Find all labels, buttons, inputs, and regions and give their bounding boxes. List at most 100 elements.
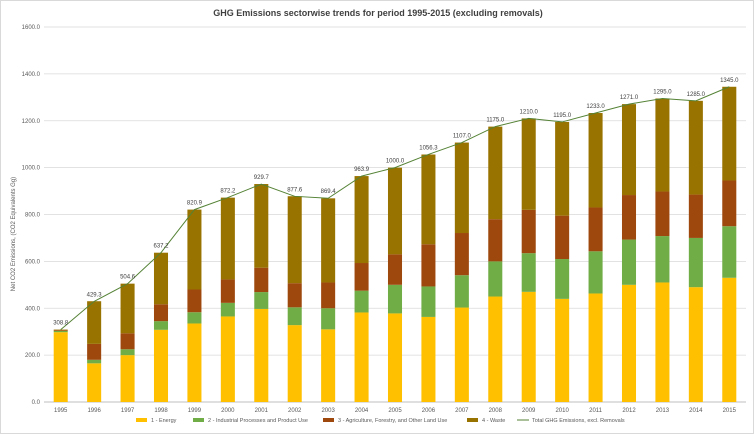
- bar-segment-4-1995: [53, 329, 68, 331]
- bar-segment-4-1997: [120, 283, 135, 334]
- total-data-label: 637.2: [153, 244, 169, 250]
- bar-segment-2-2000: [220, 302, 235, 317]
- bar-segment-1-2005: [387, 313, 403, 402]
- bar-segment-3-1995: [53, 330, 68, 331]
- total-data-label: 820.9: [187, 201, 203, 207]
- bar-segment-2-2010: [555, 259, 570, 299]
- legend-label: 4 - Waste: [482, 418, 505, 424]
- total-data-label: 308.8: [53, 321, 69, 327]
- bar-segment-1-2004: [354, 312, 369, 402]
- bar-segment-3-2001: [254, 267, 269, 293]
- total-data-label: 1056.3: [419, 145, 438, 151]
- x-tick-label: 2006: [422, 408, 436, 414]
- bar-segment-4-2013: [655, 98, 670, 192]
- bar-segment-2-1997: [120, 349, 135, 356]
- bar-segment-3-2009: [521, 209, 536, 254]
- total-data-label: 872.2: [220, 189, 236, 195]
- bar-segment-1-1997: [120, 355, 135, 402]
- bar-segment-1-2010: [555, 298, 570, 402]
- bar-segment-2-1998: [153, 321, 169, 330]
- x-tick-label: 2014: [689, 408, 703, 414]
- bar-segment-4-2005: [387, 167, 403, 255]
- bar-segment-3-2002: [287, 283, 302, 308]
- bar-segment-1-2009: [521, 291, 536, 402]
- y-tick-label: 400.0: [25, 306, 41, 312]
- bar-segment-2-2011: [588, 251, 603, 294]
- bar-segment-2-2012: [621, 239, 637, 285]
- x-tick-label: 2013: [656, 408, 670, 414]
- x-tick-label: 2008: [489, 408, 503, 414]
- bar-segment-1-1996: [87, 363, 102, 402]
- total-data-label: 429.3: [87, 292, 103, 298]
- y-axis-ticks: 0.0 200.0 400.0 600.0 800.0 1000.0 1200.0 1400.…: [22, 25, 41, 406]
- total-data-label: 1233.0: [586, 104, 605, 110]
- bar-segment-1-1995: [53, 332, 68, 402]
- bar-segment-2-2002: [287, 307, 302, 326]
- total-data-label: 1000.0: [386, 159, 405, 165]
- legend-swatch: [136, 418, 147, 422]
- bar-segment-1-1999: [187, 323, 202, 402]
- x-tick-label: 1996: [87, 408, 101, 414]
- x-tick-label: 1999: [188, 408, 202, 414]
- total-data-label: 1107.0: [453, 134, 472, 140]
- total-data-label: 1295.0: [653, 89, 672, 95]
- x-tick-label: 2010: [555, 408, 569, 414]
- bar-segment-3-2012: [621, 195, 637, 240]
- x-tick-label: 2000: [221, 408, 235, 414]
- bar-segment-4-1996: [87, 301, 102, 344]
- y-tick-label: 800.0: [25, 213, 41, 219]
- total-data-label: 1271.0: [620, 95, 639, 101]
- bar-segment-1-2001: [254, 308, 269, 402]
- bar-segment-4-2015: [722, 86, 737, 181]
- legend-swatch: [193, 418, 204, 422]
- y-tick-label: 600.0: [25, 259, 41, 265]
- total-data-label: 869.4: [321, 189, 337, 195]
- bar-segment-2-1999: [187, 312, 202, 324]
- x-tick-label: 2007: [455, 408, 469, 414]
- total-data-label: 1195.0: [553, 113, 572, 119]
- total-data-label: 929.7: [254, 175, 270, 181]
- x-tick-label: 2015: [723, 408, 737, 414]
- total-data-label: 963.9: [354, 167, 370, 173]
- bars: [53, 86, 737, 402]
- bar-segment-3-2015: [722, 180, 737, 227]
- bar-segment-1-2013: [655, 282, 670, 402]
- bar-segment-3-2011: [588, 207, 603, 252]
- bar-segment-3-2008: [488, 219, 503, 262]
- bar-segment-1-2003: [321, 329, 336, 402]
- y-tick-label: 1600.0: [22, 25, 41, 31]
- bar-segment-4-1999: [187, 209, 202, 290]
- x-tick-label: 1995: [54, 408, 68, 414]
- legend-label: 1 - Energy: [151, 418, 177, 424]
- bar-segment-2-2009: [521, 253, 536, 292]
- legend-label: 2 - Industrial Processes and Product Use: [208, 418, 308, 424]
- bar-segment-3-2004: [354, 263, 369, 291]
- bar-segment-3-2005: [387, 254, 403, 285]
- bar-segment-2-1996: [87, 359, 102, 364]
- legend-swatch: [323, 418, 334, 422]
- bar-segment-3-1996: [87, 343, 102, 360]
- bar-segment-3-1999: [187, 289, 202, 313]
- bar-segment-1-2011: [588, 293, 603, 402]
- bar-segment-4-2000: [220, 197, 235, 280]
- bar-segment-2-2003: [321, 308, 336, 330]
- total-data-label: 1285.0: [687, 92, 706, 98]
- legend-swatch: [467, 418, 478, 422]
- bar-segment-4-2011: [588, 113, 603, 208]
- bar-segment-2-2008: [488, 261, 503, 297]
- bar-segment-1-2007: [454, 307, 469, 402]
- bar-segment-3-2000: [220, 279, 235, 303]
- total-data-label: 1345.0: [720, 78, 739, 84]
- bar-segment-4-2004: [354, 176, 369, 264]
- x-tick-label: 2012: [622, 408, 636, 414]
- bar-segment-2-2013: [655, 236, 670, 283]
- legend: 1 - Energy 2 - Industrial Processes and P…: [136, 418, 625, 424]
- bar-segment-3-2010: [555, 215, 570, 260]
- bar-segment-2-2014: [688, 237, 703, 288]
- bar-segment-4-2003: [321, 198, 336, 283]
- total-emissions-line: [60, 86, 730, 331]
- y-tick-label: 1000.0: [22, 166, 41, 172]
- bar-segment-2-2015: [722, 226, 737, 278]
